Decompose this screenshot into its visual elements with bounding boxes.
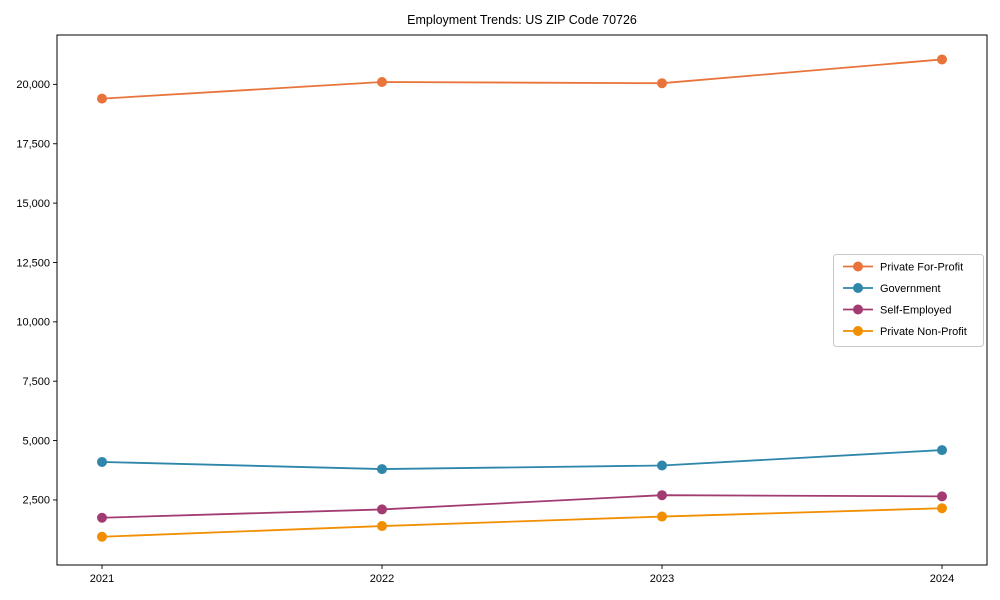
data-point-private-non-profit-2022	[377, 521, 387, 532]
legend-marker-self-employed	[853, 304, 863, 315]
data-point-private-non-profit-2021	[97, 531, 107, 542]
data-point-private-for-profit-2022	[377, 77, 387, 88]
data-point-self-employed-2024	[937, 491, 947, 502]
data-point-government-2022	[377, 464, 387, 475]
y-tick-label: 12,500	[16, 257, 50, 269]
data-point-self-employed-2022	[377, 504, 387, 515]
legend-marker-private-non-profit	[853, 326, 863, 336]
data-point-private-for-profit-2023	[657, 78, 667, 89]
legend-label-private-non-profit: Private Non-Profit	[880, 326, 967, 338]
series-line-private-for-profit	[101, 58, 943, 100]
legend-label-government: Government	[880, 283, 941, 295]
x-tick-label: 2022	[370, 573, 394, 585]
y-tick-label: 17,500	[16, 139, 50, 151]
data-point-government-2023	[657, 460, 667, 471]
data-point-private-for-profit-2024	[937, 54, 947, 65]
y-tick-label: 10,000	[16, 317, 50, 329]
data-point-private-non-profit-2023	[657, 511, 667, 522]
x-tick-label: 2021	[90, 573, 114, 585]
data-point-government-2021	[97, 456, 107, 467]
y-tick-label: 20,000	[16, 79, 50, 91]
series-line-self-employed	[101, 494, 943, 519]
axes-border	[56, 34, 988, 566]
legend-box	[833, 254, 984, 347]
x-tick-label: 2024	[930, 573, 954, 585]
legend-label-private-for-profit: Private For-Profit	[880, 262, 963, 274]
data-point-government-2024	[937, 445, 947, 456]
chart-title: Employment Trends: US ZIP Code 70726	[407, 13, 637, 27]
legend-label-self-employed: Self-Employed	[880, 305, 952, 317]
series-line-private-non-profit	[101, 507, 943, 538]
y-tick-label: 2,500	[22, 495, 50, 507]
data-point-private-non-profit-2024	[937, 503, 947, 514]
y-tick-label: 5,000	[22, 435, 50, 447]
legend-marker-government	[853, 283, 863, 293]
data-point-self-employed-2021	[97, 512, 107, 523]
y-tick-label: 15,000	[16, 198, 50, 210]
x-tick-label: 2023	[650, 573, 674, 585]
y-tick-label: 7,500	[22, 376, 50, 388]
data-point-self-employed-2023	[657, 490, 667, 501]
legend-marker-private-for-profit	[853, 261, 863, 272]
series-line-government	[101, 449, 943, 470]
data-point-private-for-profit-2021	[97, 93, 107, 104]
